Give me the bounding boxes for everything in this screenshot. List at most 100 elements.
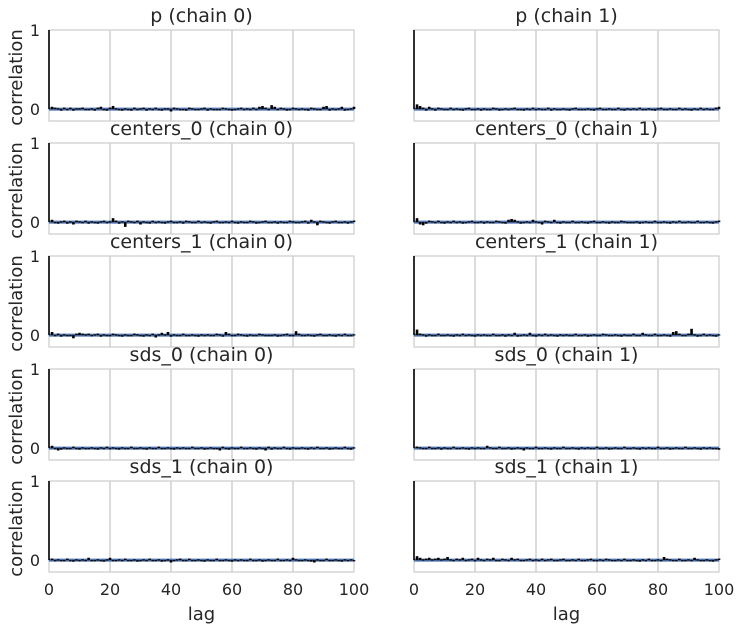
- acf-bar: [610, 448, 614, 450]
- acf-bar: [687, 109, 690, 111]
- acf-bar: [191, 560, 194, 562]
- acf-bar: [72, 335, 75, 339]
- acf-bar: [659, 448, 663, 450]
- acf-bar: [449, 222, 452, 224]
- y-tick-label: 1: [30, 134, 40, 153]
- acf-bar: [178, 335, 182, 337]
- acf-bar: [270, 222, 273, 224]
- x-tick-label: 0: [409, 580, 419, 599]
- acf-bar: [218, 560, 222, 562]
- acf-bar: [175, 335, 179, 337]
- acf-bar: [343, 333, 347, 336]
- acf-bar: [334, 559, 337, 561]
- acf-bar: [427, 334, 431, 336]
- acf-bar: [440, 335, 443, 337]
- acf-bar: [495, 448, 498, 450]
- acf-bar: [325, 222, 328, 224]
- acf-bar: [629, 222, 632, 224]
- acf-bar: [194, 222, 197, 224]
- acf-bar: [53, 222, 57, 224]
- acf-bar: [708, 222, 712, 224]
- acf-bar: [258, 559, 261, 561]
- acf-bar: [586, 447, 590, 449]
- acf-bar: [479, 335, 483, 337]
- acf-bar: [310, 219, 313, 223]
- acf-bar: [316, 446, 319, 449]
- acf-bar: [601, 560, 605, 562]
- acf-bar: [230, 220, 234, 223]
- acf-bar: [604, 109, 608, 111]
- acf-bar: [194, 335, 197, 337]
- acf-bar: [102, 334, 106, 336]
- acf-bar: [127, 448, 130, 450]
- acf-bar: [452, 560, 455, 562]
- acf-bar: [319, 220, 322, 223]
- acf-bar: [78, 560, 81, 562]
- acf-bar: [56, 108, 60, 110]
- acf-bar: [316, 222, 319, 226]
- panel-title: sds_1 (chain 0): [130, 456, 274, 478]
- acf-bar: [656, 446, 660, 449]
- acf-bar: [288, 109, 292, 111]
- acf-bar: [574, 107, 577, 110]
- acf-bar: [644, 334, 648, 336]
- acf-bar: [352, 447, 356, 449]
- acf-bar: [120, 221, 124, 223]
- acf-bar: [693, 222, 696, 224]
- acf-bar: [467, 448, 471, 450]
- acf-bar: [626, 560, 629, 562]
- acf-bar: [181, 447, 185, 449]
- acf-bar: [711, 335, 715, 337]
- acf-bar: [53, 560, 57, 562]
- acf-bar: [470, 335, 474, 337]
- acf-bar: [668, 448, 672, 450]
- acf-bar: [522, 222, 526, 224]
- acf-bar: [479, 559, 483, 561]
- acf-bar: [681, 109, 684, 111]
- acf-bar: [172, 107, 176, 110]
- acf-bar: [421, 448, 425, 450]
- acf-bar: [288, 560, 292, 562]
- acf-bar: [513, 448, 516, 450]
- acf-bar: [650, 448, 654, 450]
- acf-bar: [617, 222, 620, 224]
- acf-bar: [56, 448, 60, 451]
- acf-bar: [437, 107, 440, 110]
- acf-bar: [510, 335, 513, 337]
- acf-bar: [230, 109, 234, 111]
- acf-bar: [553, 335, 556, 337]
- acf-bar: [617, 448, 620, 450]
- acf-bar: [711, 109, 715, 111]
- plot-area: [48, 255, 355, 348]
- acf-bar: [178, 558, 182, 561]
- acf-bar: [108, 221, 112, 223]
- acf-bar: [215, 109, 219, 111]
- acf-bar: [565, 109, 568, 111]
- acf-bar: [127, 220, 130, 223]
- acf-bar: [516, 109, 519, 111]
- acf-bar: [285, 448, 289, 450]
- acf-bar: [699, 448, 702, 450]
- acf-bar: [553, 560, 556, 562]
- acf-bar: [693, 447, 696, 449]
- acf-bar: [583, 109, 587, 111]
- acf-bar: [224, 448, 228, 450]
- acf-bar: [665, 447, 669, 449]
- acf-bar: [209, 560, 212, 562]
- acf-bar: [562, 558, 565, 561]
- acf-bar: [130, 335, 133, 337]
- x-axis-label: lag: [553, 604, 580, 625]
- acf-bar: [69, 107, 72, 110]
- acf-bar: [349, 559, 353, 561]
- x-tick-label: 60: [222, 580, 242, 599]
- acf-bar: [492, 333, 495, 336]
- acf-bar: [56, 333, 60, 336]
- acf-bar: [653, 220, 657, 223]
- acf-bar: [53, 335, 57, 337]
- acf-bar: [236, 108, 240, 110]
- acf-bar: [261, 105, 264, 110]
- acf-bar: [598, 559, 602, 561]
- acf-bar: [69, 560, 72, 562]
- acf-bar: [540, 558, 544, 561]
